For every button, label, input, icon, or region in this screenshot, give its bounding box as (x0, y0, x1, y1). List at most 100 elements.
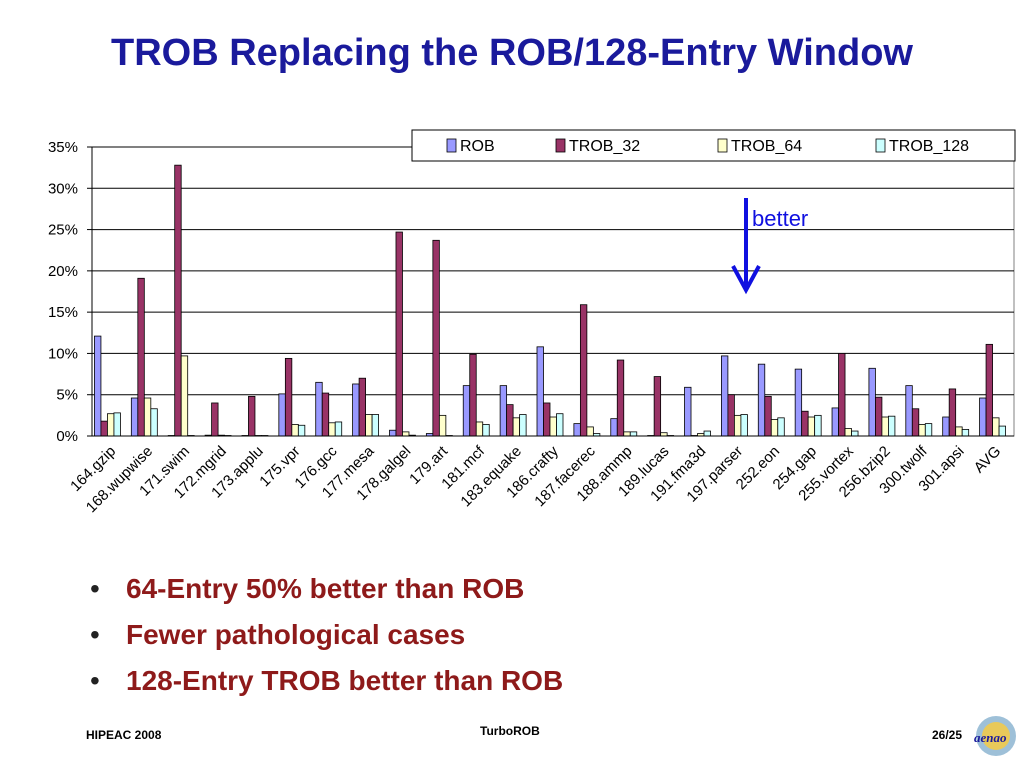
bullet-marker: • (90, 665, 100, 696)
bar-trob-128 (924, 423, 933, 437)
logo-ring-inner (982, 722, 1010, 750)
x-axis-labels: 164.gzip168.wupwise171.swim172.mgrid173.… (67, 442, 1004, 516)
bar-rob (389, 429, 397, 437)
bar-trob-128 (703, 430, 711, 437)
bar-rob (94, 335, 102, 437)
bar-trob-64 (107, 413, 115, 437)
bar-trob-128 (371, 414, 380, 437)
y-tick-label: 0% (56, 428, 78, 445)
y-tick-label: 35% (48, 139, 78, 156)
bar-trob-64 (770, 419, 779, 437)
logo-text: aenao (974, 730, 1007, 745)
bar-rob (721, 355, 729, 437)
bar-trob-64 (180, 355, 189, 437)
bar-trob-64 (844, 428, 852, 437)
bar-trob-128 (814, 414, 822, 437)
bar-trob-64 (623, 431, 631, 437)
bar-trob-128 (334, 421, 343, 437)
bullet-list: • 64-Entry 50% better than ROB • Fewer pat… (86, 570, 563, 708)
bar-trob-128 (998, 425, 1006, 437)
bar-trob-64 (807, 416, 816, 437)
bullet-text: 64-Entry 50% better than ROB (126, 573, 525, 604)
bar-rob (536, 346, 544, 437)
footer-page-number: 26/25 (932, 728, 963, 742)
legend-label: TROB_128 (889, 138, 969, 155)
bar-trob-32 (948, 388, 957, 437)
bar-chart: 0% 5% 10% 15% 20% 25% 30% 35% 164.gzip168.wupwi… (48, 129, 1016, 516)
bar-trob-64 (955, 426, 963, 437)
bar-trob-128 (519, 414, 527, 437)
legend-swatch (717, 138, 728, 153)
bar-trob-32 (985, 343, 993, 437)
bar-rob (757, 363, 766, 437)
bar-rob (979, 397, 987, 437)
bar-trob-128 (556, 413, 564, 437)
bar-trob-32 (211, 402, 219, 437)
y-tick-label: 5% (56, 387, 78, 404)
legend-swatch (446, 138, 457, 153)
bar-trob-32 (875, 396, 883, 437)
bar-trob-32 (321, 392, 330, 437)
bar-trob-64 (475, 421, 484, 437)
bar-trob-32 (911, 408, 920, 437)
aenao-logo: aenao (974, 716, 1016, 756)
bar-trob-128 (777, 417, 785, 437)
bullet-text: 128-Entry TROB better than ROB (126, 665, 564, 696)
y-tick-label: 10% (48, 345, 78, 362)
y-tick-label: 15% (48, 304, 78, 321)
bar-trob-32 (653, 376, 662, 437)
bar-trob-32 (506, 404, 514, 437)
legend-label: ROB (460, 138, 495, 155)
better-annotation: better (731, 198, 808, 295)
bullet-marker: • (90, 573, 100, 604)
bar-trob-32 (174, 164, 182, 437)
bar-trob-64 (549, 416, 557, 437)
bar-rob (684, 386, 692, 437)
better-label: better (752, 206, 808, 231)
bar-trob-32 (432, 239, 440, 437)
bar-trob-32 (616, 359, 625, 437)
bar-rob (130, 397, 139, 437)
bar-trob-128 (851, 430, 859, 437)
bar-rob (315, 381, 323, 437)
bullet-item: • Fewer pathological cases (86, 616, 563, 654)
legend: ROB TROB_32 TROB_64 TROB_128 (411, 129, 1016, 162)
bar-trob-64 (586, 426, 594, 437)
bar-rob (499, 385, 508, 437)
bar-rob (278, 393, 286, 437)
bar-rob (831, 407, 839, 437)
bar-trob-32 (248, 395, 256, 437)
bar-trob-64 (438, 414, 447, 437)
y-tick-label: 20% (48, 263, 78, 280)
bar-rob (794, 368, 803, 437)
bar-trob-64 (328, 422, 336, 437)
bar-trob-128 (961, 428, 970, 437)
bar-trob-128 (482, 424, 490, 437)
bar-trob-128 (113, 412, 121, 437)
y-axis-ticks: 0% 5% 10% 15% 20% 25% 30% 35% (48, 139, 92, 445)
bar-trob-32 (395, 231, 403, 437)
bar-trob-128 (150, 408, 158, 437)
bar-trob-32 (469, 353, 477, 437)
bar-trob-32 (801, 410, 809, 437)
bullet-text: Fewer pathological cases (126, 619, 466, 650)
bar-trob-64 (881, 416, 889, 437)
bar-trob-64 (918, 424, 926, 437)
bar-trob-32 (579, 304, 588, 437)
bullet-marker: • (90, 619, 100, 650)
x-tick-label: AVG (971, 443, 1005, 477)
bar-trob-32 (100, 420, 108, 437)
bar-trob-32 (838, 353, 846, 437)
bar-rob (352, 383, 360, 437)
bar-trob-64 (402, 431, 410, 437)
bar-rob (610, 418, 618, 437)
bar-rob (868, 367, 876, 437)
better-arrow-head (731, 265, 761, 295)
bar-trob-64 (143, 397, 152, 437)
bar-trob-32 (358, 377, 367, 437)
bar-rob (942, 416, 950, 437)
legend-box (411, 129, 1016, 162)
legend-label: TROB_32 (569, 138, 640, 155)
legend-label: TROB_64 (731, 138, 802, 155)
bar-rob (462, 385, 471, 437)
